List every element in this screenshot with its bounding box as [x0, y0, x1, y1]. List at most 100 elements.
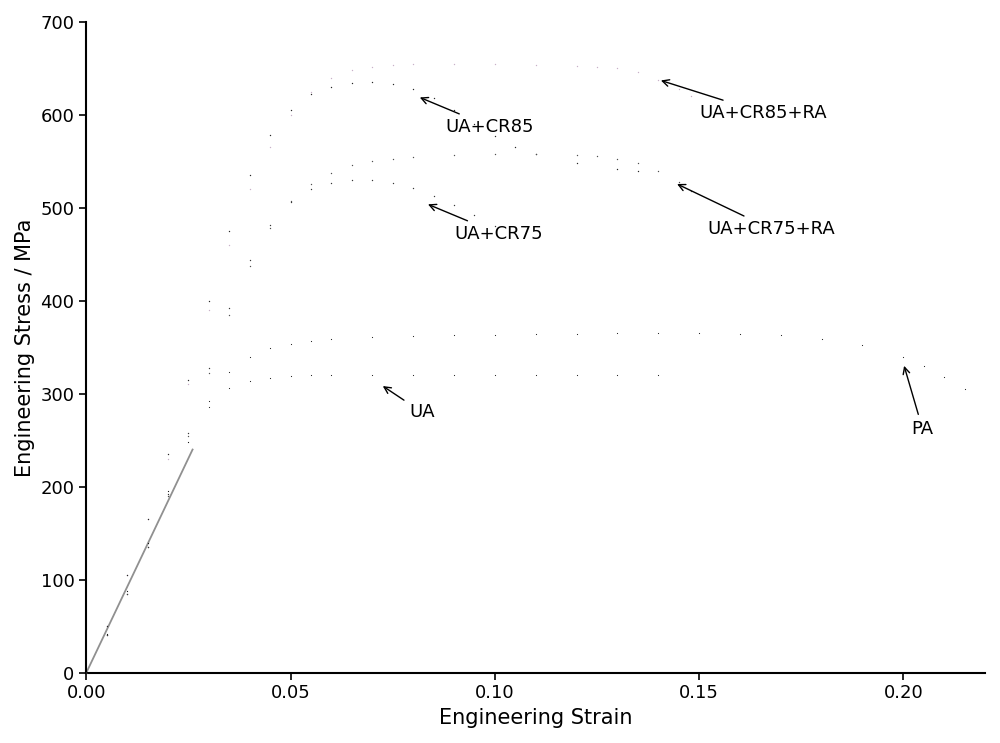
Point	[609, 62, 625, 74]
Point	[528, 148, 544, 160]
Point	[221, 366, 237, 378]
Point	[262, 343, 278, 354]
Point	[364, 155, 380, 167]
Point	[78, 666, 94, 678]
Point	[344, 174, 360, 186]
Point	[446, 58, 462, 70]
Point	[446, 199, 462, 211]
Point	[569, 59, 585, 71]
Point	[405, 183, 421, 195]
Point	[180, 436, 196, 448]
Point	[201, 304, 217, 316]
Point	[262, 372, 278, 384]
Text: UA+CR85: UA+CR85	[421, 97, 534, 136]
Point	[140, 513, 156, 525]
Point	[364, 174, 380, 186]
Point	[385, 153, 401, 165]
Point	[262, 129, 278, 141]
Point	[201, 295, 217, 307]
Point	[242, 259, 258, 271]
Point	[487, 58, 503, 70]
Point	[160, 488, 176, 500]
Point	[385, 177, 401, 189]
Point	[487, 221, 503, 233]
Point	[630, 165, 646, 177]
Point	[683, 185, 699, 197]
Point	[426, 190, 442, 202]
Point	[446, 104, 462, 116]
Point	[78, 666, 94, 678]
Point	[99, 628, 115, 640]
Point	[180, 378, 196, 390]
Point	[671, 176, 687, 188]
Point	[78, 666, 94, 678]
Point	[487, 148, 503, 160]
Point	[323, 177, 339, 189]
Point	[78, 666, 94, 678]
Point	[180, 429, 196, 441]
Point	[303, 178, 319, 189]
Point	[140, 536, 156, 548]
Point	[160, 448, 176, 460]
Point	[487, 130, 503, 142]
Point	[405, 151, 421, 163]
Point	[242, 351, 258, 363]
Point	[957, 383, 973, 395]
Point	[405, 83, 421, 95]
Point	[691, 328, 707, 340]
Point	[242, 374, 258, 386]
Point	[221, 382, 237, 394]
Text: UA+CR75+RA: UA+CR75+RA	[678, 184, 835, 238]
Point	[405, 58, 421, 70]
Point	[609, 163, 625, 175]
Point	[221, 309, 237, 321]
Text: UA+CR85+RA: UA+CR85+RA	[662, 80, 827, 122]
X-axis label: Engineering Strain: Engineering Strain	[439, 708, 632, 728]
Point	[609, 369, 625, 381]
Text: UA: UA	[384, 387, 435, 421]
Point	[323, 369, 339, 381]
Point	[242, 169, 258, 181]
Point	[630, 66, 646, 78]
Point	[671, 83, 687, 95]
Point	[385, 78, 401, 90]
Point	[323, 81, 339, 93]
Point	[201, 395, 217, 407]
Point	[487, 329, 503, 341]
Point	[303, 369, 319, 381]
Point	[78, 666, 94, 678]
Point	[283, 370, 299, 382]
Point	[528, 148, 544, 160]
Point	[242, 184, 258, 195]
Point	[140, 513, 156, 525]
Point	[323, 166, 339, 178]
Point	[569, 369, 585, 381]
Point	[364, 331, 380, 343]
Point	[405, 330, 421, 342]
Point	[221, 302, 237, 314]
Point	[732, 328, 748, 340]
Point	[344, 77, 360, 89]
Point	[303, 85, 319, 97]
Y-axis label: Engineering Stress / MPa: Engineering Stress / MPa	[15, 218, 35, 476]
Point	[99, 620, 115, 632]
Point	[283, 109, 299, 121]
Point	[99, 628, 115, 640]
Point	[99, 629, 115, 641]
Point	[303, 184, 319, 195]
Point	[916, 360, 932, 372]
Point	[385, 59, 401, 71]
Point	[221, 239, 237, 251]
Point	[119, 588, 135, 600]
Point	[364, 77, 380, 88]
Point	[650, 328, 666, 340]
Point	[630, 158, 646, 169]
Point	[344, 65, 360, 77]
Point	[650, 165, 666, 177]
Point	[99, 629, 115, 641]
Point	[589, 61, 605, 73]
Point	[242, 254, 258, 266]
Point	[936, 371, 952, 383]
Point	[589, 150, 605, 162]
Point	[180, 427, 196, 439]
